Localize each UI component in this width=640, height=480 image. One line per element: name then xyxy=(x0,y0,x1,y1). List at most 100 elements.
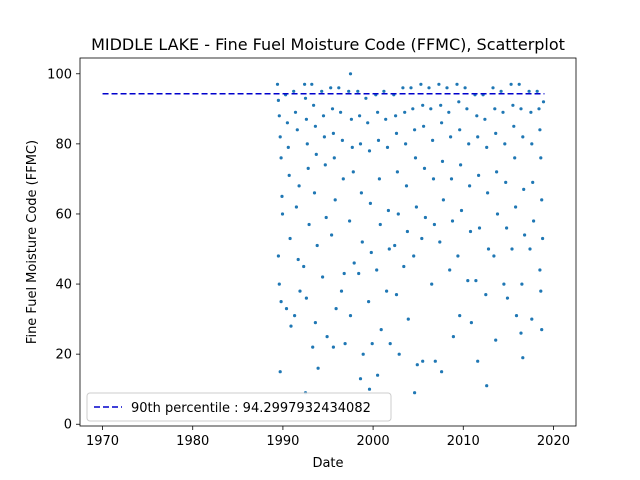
data-point xyxy=(422,124,426,128)
data-point xyxy=(277,282,281,286)
data-point xyxy=(276,254,280,258)
data-point xyxy=(305,142,309,146)
data-point xyxy=(333,198,337,202)
data-point xyxy=(492,254,496,258)
data-point xyxy=(320,89,324,93)
y-tick-label: 20 xyxy=(55,348,72,363)
data-point xyxy=(379,328,383,332)
data-point xyxy=(505,296,510,300)
data-point xyxy=(351,170,355,174)
data-point xyxy=(406,317,410,321)
data-point xyxy=(387,247,391,251)
data-point xyxy=(445,86,449,90)
data-point xyxy=(370,342,374,346)
data-point xyxy=(486,191,490,195)
data-point xyxy=(474,279,478,283)
data-point xyxy=(295,128,299,132)
data-point xyxy=(394,293,399,297)
data-point xyxy=(341,177,345,181)
y-tick-label: 0 xyxy=(64,418,72,433)
data-point xyxy=(541,236,545,241)
data-point xyxy=(385,289,389,293)
data-point xyxy=(530,142,534,146)
data-point xyxy=(359,191,363,195)
data-point xyxy=(491,86,495,90)
data-point xyxy=(296,257,300,262)
data-point xyxy=(297,184,301,188)
data-point xyxy=(288,236,292,241)
legend-label: 90th percentile : 94.2997932434082 xyxy=(131,401,371,416)
data-point xyxy=(368,201,372,205)
data-point xyxy=(521,356,525,360)
data-point xyxy=(420,236,424,241)
data-point xyxy=(441,198,445,202)
data-point xyxy=(422,166,427,170)
data-point xyxy=(521,135,525,139)
data-point xyxy=(329,86,333,90)
legend: 90th percentile : 94.2997932434082 xyxy=(86,392,392,422)
data-point xyxy=(339,289,344,293)
data-point xyxy=(349,117,353,121)
data-point xyxy=(528,247,532,251)
data-point xyxy=(366,121,370,125)
data-point xyxy=(520,282,524,286)
x-tick-label: 1990 xyxy=(266,434,299,449)
data-point xyxy=(502,282,506,286)
data-point xyxy=(376,110,380,114)
data-point xyxy=(530,317,534,321)
data-point xyxy=(414,205,418,209)
data-point xyxy=(532,219,536,223)
data-point xyxy=(529,110,533,114)
data-point xyxy=(539,156,543,160)
data-point xyxy=(340,138,344,142)
data-point xyxy=(289,324,293,328)
data-point xyxy=(449,135,453,139)
data-point xyxy=(437,82,441,86)
data-point xyxy=(312,103,316,107)
data-point xyxy=(440,121,444,125)
data-point xyxy=(337,86,341,90)
data-point xyxy=(324,215,328,220)
data-point xyxy=(376,138,381,142)
data-point xyxy=(313,321,317,325)
data-point xyxy=(504,180,508,184)
data-point xyxy=(275,82,280,86)
data-point xyxy=(485,145,489,149)
data-point xyxy=(306,166,310,170)
data-point xyxy=(360,240,364,244)
data-point xyxy=(325,335,329,339)
data-point xyxy=(432,222,436,227)
data-point xyxy=(292,89,296,93)
data-point xyxy=(527,89,531,93)
data-point xyxy=(495,170,499,174)
data-point xyxy=(514,205,518,209)
data-point xyxy=(315,243,319,248)
data-point xyxy=(310,82,314,86)
data-point xyxy=(331,345,335,349)
data-point xyxy=(476,135,480,139)
data-point xyxy=(505,226,509,230)
data-point xyxy=(413,391,417,395)
data-point xyxy=(278,135,282,139)
data-point xyxy=(364,96,368,100)
data-point xyxy=(493,107,497,111)
y-tick-label: 60 xyxy=(55,207,72,222)
data-point xyxy=(343,342,347,346)
data-point xyxy=(350,145,354,149)
data-point xyxy=(396,212,400,216)
data-point xyxy=(376,373,380,377)
data-point xyxy=(512,124,516,128)
data-point xyxy=(401,86,405,90)
y-axis-title: Fine Fuel Moisture Code (FFMC) xyxy=(25,140,40,344)
data-point xyxy=(279,300,283,304)
scatter-points xyxy=(275,72,546,395)
data-point xyxy=(378,222,382,227)
data-point xyxy=(450,219,455,223)
data-point xyxy=(494,131,498,135)
data-point xyxy=(465,107,469,111)
data-point xyxy=(358,377,363,381)
x-tick-label: 1980 xyxy=(176,434,209,449)
data-point xyxy=(394,114,398,118)
data-point xyxy=(457,100,461,104)
